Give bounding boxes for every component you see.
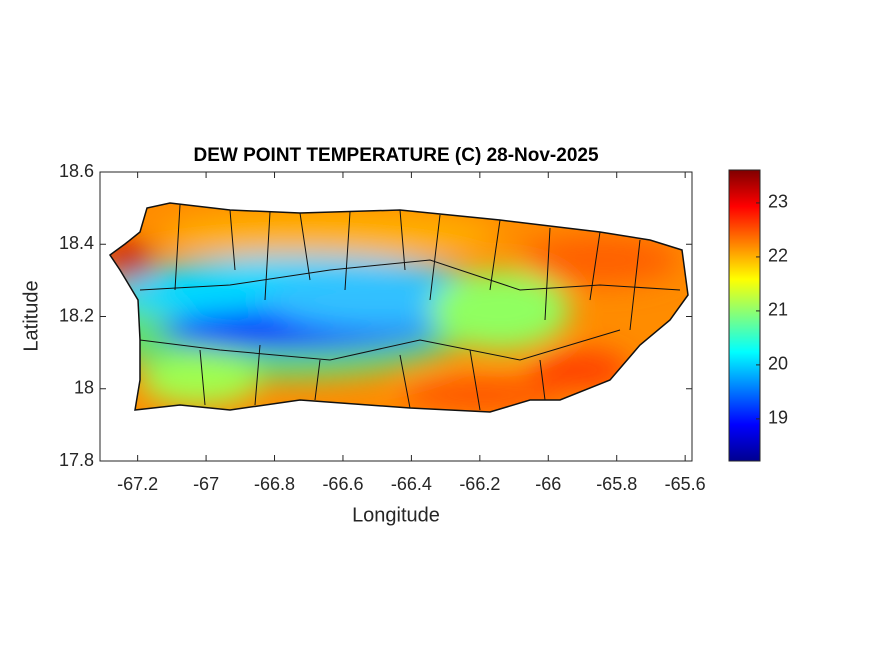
colorbar-tick-label: 19	[768, 408, 788, 428]
x-tick-label: -66.2	[459, 474, 500, 494]
x-tick-label: -66	[535, 474, 561, 494]
municipal-borders	[139, 204, 681, 411]
dew-point-field	[110, 203, 688, 412]
x-tick-label: -66.8	[254, 474, 295, 494]
y-axis-label: Latitude	[20, 280, 42, 351]
colorbar	[728, 169, 761, 462]
y-tick-label: 18	[74, 378, 94, 398]
colorbar-tick-label: 20	[768, 354, 788, 374]
x-tick-label: -65.6	[665, 474, 706, 494]
y-tick-label: 18.6	[59, 161, 94, 181]
colorbar-tick-label: 23	[768, 192, 788, 212]
x-tick-label: -67.2	[117, 474, 158, 494]
chart-title: DEW POINT TEMPERATURE (C) 28-Nov-2025	[193, 145, 598, 166]
y-tick-label: 18.2	[59, 305, 94, 325]
y-tick-label: 18.4	[59, 233, 94, 253]
x-tick-label: -66.6	[322, 474, 363, 494]
coastline	[108, 202, 689, 413]
x-tick-label: -66.4	[391, 474, 432, 494]
x-tick-label: -65.8	[596, 474, 637, 494]
x-axis-label: Longitude	[352, 504, 440, 526]
x-tick-label: -67	[193, 474, 219, 494]
y-tick-label: 17.8	[59, 450, 94, 470]
colorbar-tick-label: 21	[768, 300, 788, 320]
colorbar-tick-label: 22	[768, 246, 788, 266]
